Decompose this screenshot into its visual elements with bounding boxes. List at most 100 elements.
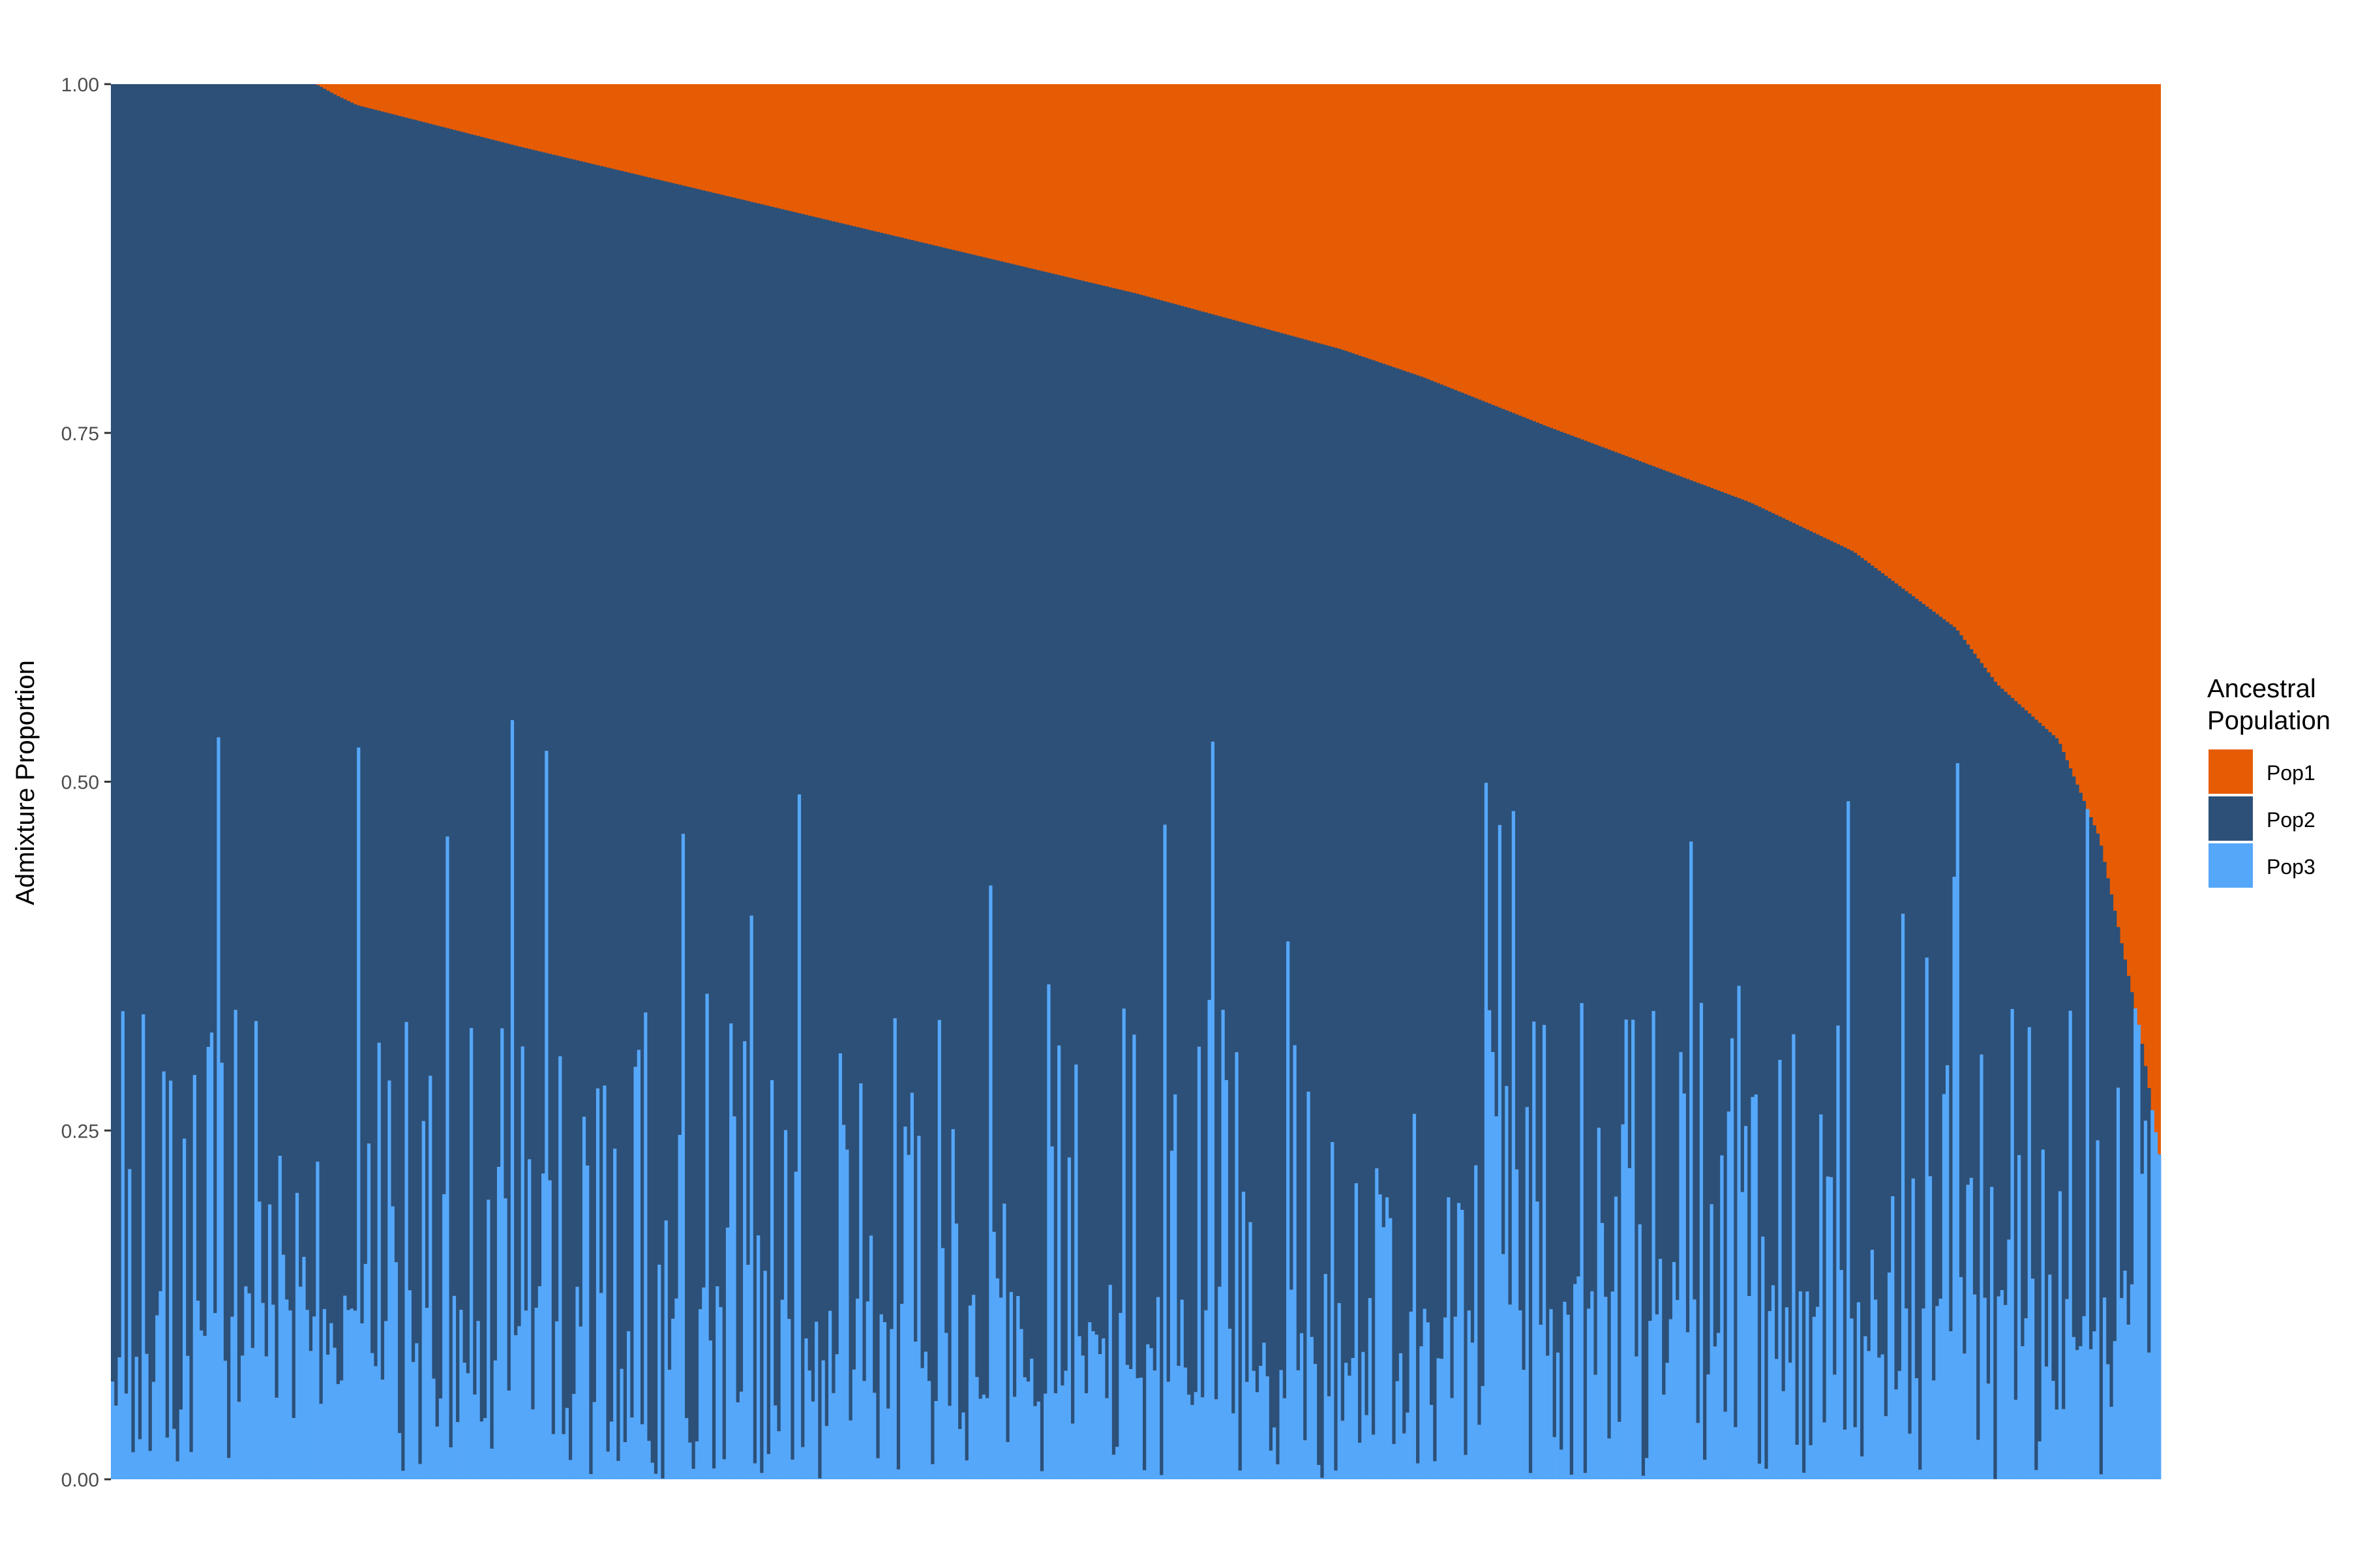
bar-segment-pop3	[1802, 1473, 1806, 1479]
bar-segment-pop2	[1799, 526, 1803, 1291]
bar-segment-pop2	[1549, 428, 1553, 1309]
bar-segment-pop2	[374, 110, 378, 1366]
bar-segment-pop3	[665, 1220, 669, 1479]
bar-segment-pop3	[1289, 1289, 1293, 1479]
sample-bar	[555, 155, 559, 1479]
bar-segment-pop2	[1399, 370, 1403, 1353]
bar-segment-pop3	[1378, 1194, 1382, 1479]
bar-segment-pop2	[1348, 352, 1351, 1376]
y-tick-label: 0.50	[61, 772, 99, 794]
bar-segment-pop2	[1570, 436, 1574, 1475]
bar-segment-pop2	[876, 232, 880, 1458]
bar-segment-pop3	[295, 1193, 299, 1479]
sample-bar	[265, 84, 269, 1479]
bar-segment-pop2	[343, 99, 347, 1295]
bar-segment-pop2	[1006, 263, 1010, 1442]
bar-segment-pop2	[1235, 321, 1239, 1052]
bar-segment-pop2	[1477, 400, 1481, 1425]
bar-segment-pop2	[1426, 379, 1430, 1322]
bar-segment-pop2	[128, 84, 132, 1169]
bar-segment-pop2	[295, 84, 299, 1193]
bar-segment-pop2	[1573, 437, 1577, 1284]
bar-segment-pop3	[760, 1473, 764, 1479]
sample-bar	[610, 168, 614, 1479]
bar-segment-pop2	[777, 208, 781, 1431]
sample-bar	[1040, 271, 1044, 1479]
bar-segment-pop2	[1901, 588, 1905, 913]
bar-segment-pop3	[1074, 1064, 1078, 1479]
bar-segment-pop3	[1761, 1237, 1765, 1479]
sample-bar	[599, 166, 603, 1479]
sample-bar	[1167, 302, 1171, 1479]
sample-bar	[405, 117, 409, 1479]
bar-segment-pop2	[1567, 434, 1571, 1315]
sample-bar	[1973, 654, 1977, 1479]
sample-bar	[422, 122, 426, 1479]
sample-bar	[764, 205, 768, 1479]
bar-segment-pop3	[1149, 1348, 1153, 1479]
bar-segment-pop2	[842, 224, 846, 1125]
bar-segment-pop2	[1068, 278, 1072, 1158]
sample-bar	[1980, 663, 1983, 1479]
sample-bar	[685, 187, 689, 1479]
sample-bar	[1368, 359, 1372, 1479]
bar-segment-pop3	[1939, 1299, 1943, 1479]
bar-segment-pop3	[825, 1426, 829, 1479]
sample-bar	[709, 192, 713, 1479]
bar-segment-pop3	[1651, 1011, 1655, 1479]
sample-bar	[1194, 310, 1198, 1479]
bar-segment-pop3	[1266, 1376, 1270, 1479]
bar-segment-pop3	[1003, 1203, 1006, 1479]
sample-bar	[230, 84, 234, 1479]
sample-bar	[2065, 761, 2069, 1479]
sample-bar	[367, 108, 371, 1479]
sample-bar	[2004, 692, 2008, 1479]
bar-segment-pop3	[138, 1440, 142, 1479]
bar-segment-pop2	[449, 129, 453, 1447]
bar-segment-pop2	[627, 173, 631, 1331]
bar-segment-pop2	[142, 84, 145, 1014]
sample-bar	[579, 161, 583, 1479]
bar-segment-pop3	[429, 1076, 432, 1479]
sample-bar	[545, 153, 549, 1479]
bar-segment-pop3	[1450, 1398, 1454, 1479]
bar-segment-pop3	[989, 886, 993, 1479]
bar-segment-pop3	[944, 1333, 948, 1479]
sample-bar	[2106, 878, 2110, 1479]
sample-bar	[1416, 376, 1420, 1479]
sample-bar	[832, 221, 836, 1479]
sample-bar	[1392, 367, 1396, 1479]
sample-bar	[1208, 314, 1212, 1479]
sample-bar	[1074, 279, 1078, 1479]
bar-segment-pop2	[743, 200, 747, 1041]
bar-segment-pop3	[869, 1235, 873, 1479]
bar-segment-pop2	[2100, 846, 2103, 1475]
bar-segment-pop3	[1847, 801, 1850, 1479]
bar-segment-pop2	[432, 125, 436, 1379]
bar-segment-pop3	[1758, 1464, 1762, 1479]
sample-bar	[1204, 312, 1208, 1479]
bar-segment-pop3	[2083, 1316, 2087, 1479]
sample-bar	[1792, 523, 1796, 1479]
sample-bar	[333, 95, 337, 1479]
bar-segment-pop3	[794, 1171, 798, 1479]
bar-segment-pop3	[2051, 1381, 2055, 1479]
bar-segment-pop2	[757, 204, 761, 1235]
sample-bar	[1413, 374, 1417, 1479]
sample-bar	[2048, 732, 2052, 1479]
bar-segment-pop2	[1201, 312, 1205, 1398]
bar-segment-pop3	[337, 1384, 340, 1479]
bar-segment-pop2	[1221, 317, 1225, 1010]
sample-bar	[2038, 723, 2042, 1479]
bar-segment-pop2	[528, 149, 532, 1159]
bar-segment-pop2	[688, 187, 692, 1443]
sample-bar	[1410, 373, 1413, 1479]
bar-segment-pop2	[1710, 488, 1714, 1204]
sample-bar	[1102, 286, 1106, 1479]
bar-segment-pop3	[425, 1308, 429, 1479]
bar-segment-pop2	[815, 217, 819, 1321]
sample-bar	[1460, 393, 1464, 1479]
bar-segment-pop3	[616, 1461, 620, 1479]
sample-bar	[986, 258, 989, 1479]
